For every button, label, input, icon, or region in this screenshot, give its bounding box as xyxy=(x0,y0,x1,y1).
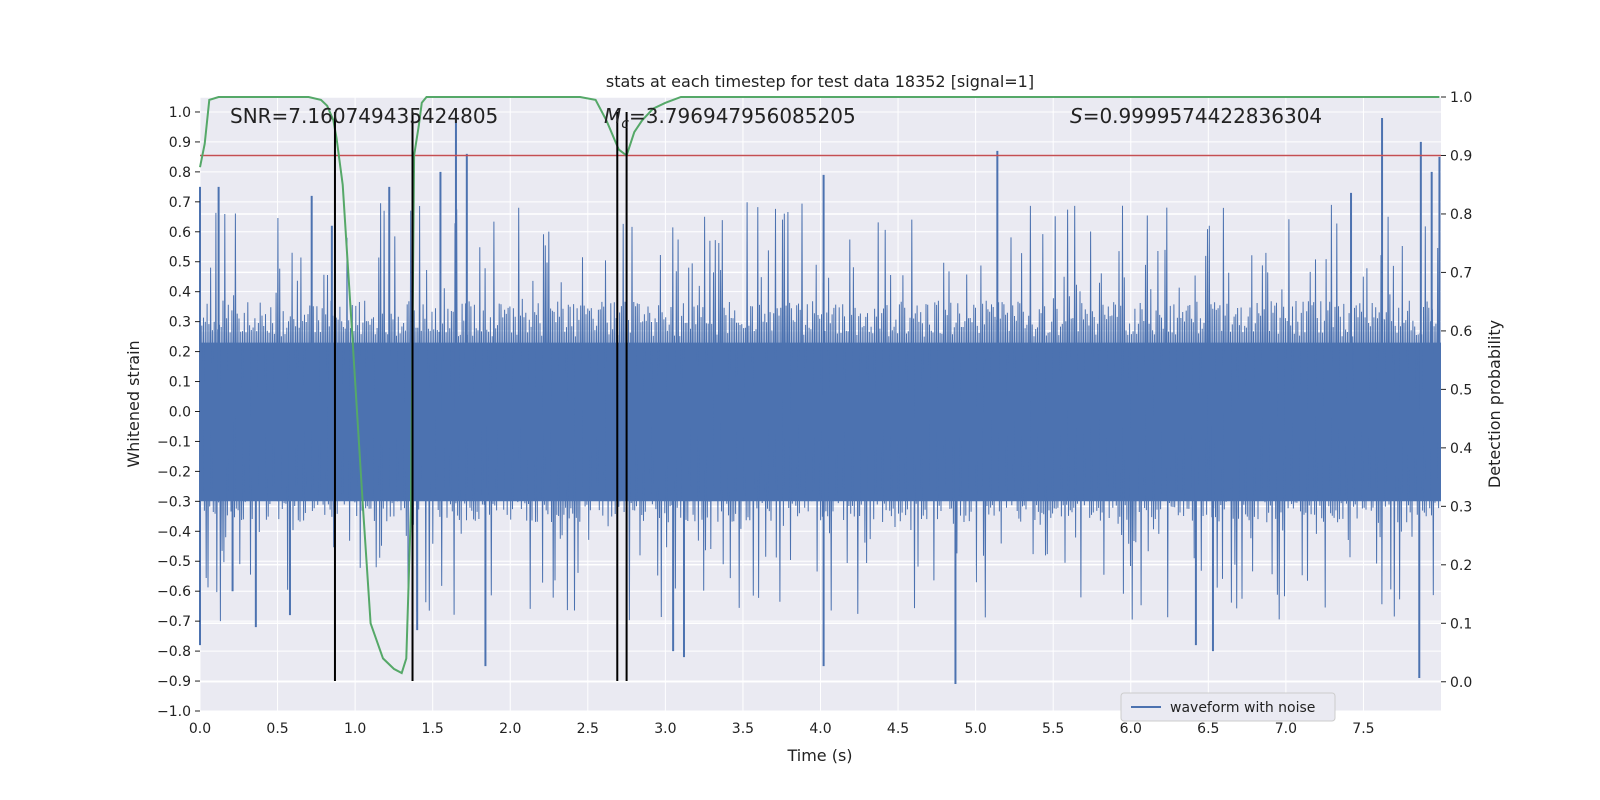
score-value: =0.9999574422836304 xyxy=(1083,104,1322,128)
x-tick-label: 0.0 xyxy=(189,721,211,737)
x-tick-label: 1.5 xyxy=(422,721,444,737)
y-left-tick-label: −0.8 xyxy=(157,644,191,660)
y-left-tick-label: 0.6 xyxy=(169,225,191,241)
y-right-tick-label: 0.2 xyxy=(1450,558,1472,574)
x-tick-label: 5.0 xyxy=(964,721,986,737)
y-left-tick-label: 0.9 xyxy=(169,135,191,151)
x-tick-label: 0.5 xyxy=(266,721,288,737)
y-left-axis-label: Whitened strain xyxy=(124,340,143,467)
waveform-series xyxy=(199,114,1441,685)
snr-annotation: SNR=7.160749435424805 xyxy=(230,104,498,128)
x-tick-label: 6.0 xyxy=(1120,721,1142,737)
y-right-tick-label: 0.7 xyxy=(1450,265,1472,281)
waveform-trace xyxy=(199,202,1440,622)
y-right-tick-label: 0.8 xyxy=(1450,207,1472,223)
y-left-tick-label: 1.0 xyxy=(169,105,191,121)
y-left-tick-label: −0.9 xyxy=(157,674,191,690)
y-left-axis-ticks: 1.0 0.9 0.8 0.7 0.6 0.5 0.4 0.3 0.2 0.1 0.0 −0.1 −0.… xyxy=(157,105,200,720)
chart-title: stats at each timestep for test data 183… xyxy=(606,72,1034,91)
y-left-tick-label: −0.2 xyxy=(157,464,191,480)
y-right-tick-label: 0.6 xyxy=(1450,324,1472,340)
y-left-tick-label: −0.4 xyxy=(157,524,191,540)
score-symbol: S xyxy=(1070,104,1083,128)
y-left-tick-label: 0.5 xyxy=(169,255,191,271)
y-right-tick-label: 0.1 xyxy=(1450,616,1472,632)
x-tick-label: 7.0 xyxy=(1275,721,1297,737)
legend-entry-waveform: waveform with noise xyxy=(1170,700,1315,716)
y-left-tick-label: −0.3 xyxy=(157,494,191,510)
x-tick-label: 3.0 xyxy=(654,721,676,737)
y-left-tick-label: −0.5 xyxy=(157,554,191,570)
y-left-tick-label: 0.7 xyxy=(169,195,191,211)
x-tick-label: 1.0 xyxy=(344,721,366,737)
probability-curve xyxy=(199,96,1440,675)
y-right-tick-label: 0.9 xyxy=(1450,148,1472,164)
x-axis-label: Time (s) xyxy=(786,746,852,765)
x-tick-label: 6.5 xyxy=(1197,721,1219,737)
y-right-axis-ticks: 1.0 0.9 0.8 0.7 0.6 0.5 0.4 0.3 0.2 0.1 0.0 xyxy=(1441,90,1472,691)
chirp-mass-annotation: Mc=3.796947956085205 xyxy=(604,104,856,132)
legend-box xyxy=(1120,692,1336,722)
y-left-tick-label: −1.0 xyxy=(157,704,191,720)
y-left-tick-label: 0.8 xyxy=(169,165,191,181)
x-tick-label: 3.5 xyxy=(732,721,754,737)
y-right-tick-label: 0.3 xyxy=(1450,499,1472,515)
y-right-axis-label: Detection probability xyxy=(1485,320,1504,488)
legend: waveform with noise xyxy=(1120,692,1336,722)
x-axis-ticks: 0.0 0.5 1.0 1.5 2.0 2.5 3.0 3.5 4.0 4.5 5.0 5.5 6.0 6… xyxy=(189,721,1375,737)
y-right-tick-label: 1.0 xyxy=(1450,90,1472,106)
chirp-mass-symbol: M xyxy=(604,104,621,128)
y-left-tick-label: 0.4 xyxy=(169,285,191,301)
probability-series xyxy=(199,96,1440,675)
score-annotation: S=0.9999574422836304 xyxy=(1070,104,1322,128)
y-left-tick-label: −0.6 xyxy=(157,584,191,600)
y-left-tick-label: 0.0 xyxy=(169,404,191,420)
y-right-tick-label: 0.0 xyxy=(1450,675,1472,691)
vertical-lines xyxy=(333,111,628,682)
y-left-tick-label: 0.2 xyxy=(169,345,191,361)
x-tick-label: 4.0 xyxy=(809,721,831,737)
chirp-mass-subscript: c xyxy=(621,116,629,132)
x-tick-label: 4.5 xyxy=(887,721,909,737)
y-left-tick-label: 0.3 xyxy=(169,315,191,331)
x-tick-label: 5.5 xyxy=(1042,721,1064,737)
y-left-tick-label: 0.1 xyxy=(169,375,191,391)
y-left-tick-label: −0.7 xyxy=(157,614,191,630)
y-right-tick-label: 0.4 xyxy=(1450,441,1472,457)
x-tick-label: 2.0 xyxy=(499,721,521,737)
x-tick-label: 2.5 xyxy=(577,721,599,737)
chirp-mass-value: =3.796947956085205 xyxy=(629,104,856,128)
y-left-tick-label: −0.1 xyxy=(157,434,191,450)
x-tick-label: 7.5 xyxy=(1352,721,1374,737)
y-right-tick-label: 0.5 xyxy=(1450,382,1472,398)
